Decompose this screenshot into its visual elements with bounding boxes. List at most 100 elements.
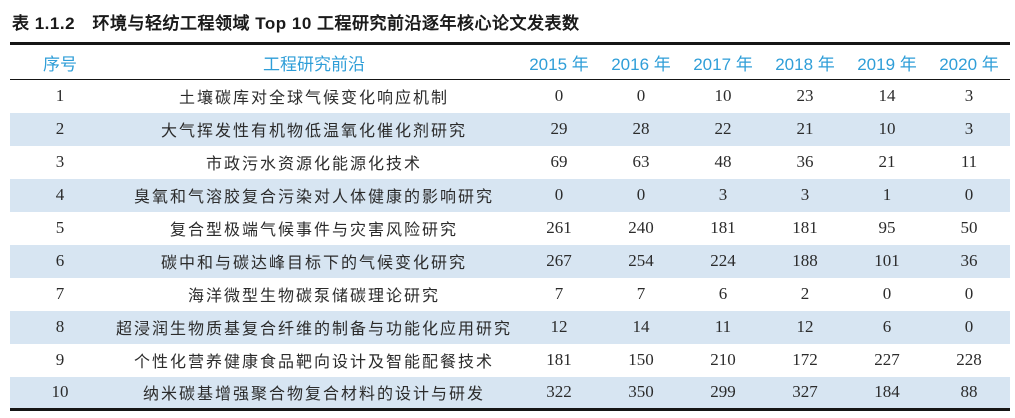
paper-count-cell: 21	[878, 152, 896, 171]
paper-count-cell: 12	[796, 317, 814, 336]
paper-count-cell: 224	[710, 251, 736, 270]
paper-count-cell: 172	[792, 350, 818, 369]
paper-count-cell: 3	[964, 119, 974, 138]
paper-count-cell: 11	[714, 317, 732, 336]
paper-count-cell: 6	[718, 284, 728, 303]
rank-cell: 5	[55, 218, 65, 237]
paper-count-cell: 0	[964, 317, 974, 336]
table-header: 序号 工程研究前沿 2015 年 2016 年 2017 年 2018 年 20…	[10, 43, 1010, 80]
rank-cell: 6	[55, 251, 65, 270]
paper-count-cell: 267	[546, 251, 572, 270]
table-row: 3 市政污水资源化能源化技术 69 63 48 36 21 11	[10, 146, 1010, 179]
rank-cell: 7	[55, 284, 65, 303]
rank-cell: 3	[55, 152, 65, 171]
research-front-cell: 大气挥发性有机物低温氧化催化剂研究	[160, 123, 467, 140]
paper-count-cell: 181	[546, 350, 572, 369]
paper-count-cell: 10	[714, 86, 732, 106]
rank-cell: 10	[51, 382, 69, 402]
paper-count-cell: 29	[550, 119, 568, 138]
paper-count-cell: 0	[964, 185, 974, 204]
table-row: 1 土壤碳库对全球气候变化响应机制 0 0 10 23 14 3	[10, 80, 1010, 113]
header-research-front: 工程研究前沿	[110, 43, 518, 80]
paper-count-cell: 240	[628, 218, 654, 237]
research-front-cell: 臭氧和气溶胶复合污染对人体健康的影响研究	[133, 189, 494, 206]
paper-count-cell: 181	[710, 218, 736, 237]
research-front-cell: 个性化营养健康食品靶向设计及智能配餐技术	[133, 354, 494, 371]
research-front-cell: 复合型极端气候事件与灾害风险研究	[169, 222, 458, 239]
research-fronts-table: 序号 工程研究前沿 2015 年 2016 年 2017 年 2018 年 20…	[10, 42, 1010, 411]
paper-count-cell: 0	[964, 284, 974, 303]
header-year-2018: 2018 年	[764, 43, 846, 80]
paper-count-cell: 322	[546, 382, 572, 402]
paper-count-cell: 2	[800, 284, 810, 303]
paper-count-cell: 3	[964, 86, 974, 106]
header-year-2015: 2015 年	[518, 43, 600, 80]
paper-count-cell: 0	[636, 86, 646, 106]
research-front-cell: 碳中和与碳达峰目标下的气候变化研究	[160, 255, 467, 272]
rank-cell: 9	[55, 350, 65, 369]
paper-count-cell: 3	[800, 185, 810, 204]
paper-count-cell: 228	[956, 350, 982, 369]
paper-count-cell: 88	[960, 382, 978, 402]
table-body: 1 土壤碳库对全球气候变化响应机制 0 0 10 23 14 3 2 大气挥发性有机物低温氧化催化…	[10, 80, 1010, 410]
paper-count-cell: 254	[628, 251, 654, 270]
paper-count-cell: 0	[554, 86, 564, 106]
rank-cell: 4	[55, 185, 65, 204]
table-row: 9 个性化营养健康食品靶向设计及智能配餐技术 181 150 210 172 227 228	[10, 344, 1010, 377]
paper-count-cell: 21	[796, 119, 814, 138]
header-year-2020: 2020 年	[928, 43, 1010, 80]
paper-count-cell: 0	[882, 284, 892, 303]
paper-count-cell: 101	[874, 251, 900, 270]
paper-count-cell: 181	[792, 218, 818, 237]
paper-count-cell: 184	[874, 382, 900, 402]
paper-count-cell: 14	[632, 317, 650, 336]
paper-count-cell: 7	[554, 284, 564, 303]
paper-count-cell: 299	[710, 382, 736, 402]
paper-count-cell: 327	[792, 382, 818, 402]
header-year-2017: 2017 年	[682, 43, 764, 80]
table-row: 5 复合型极端气候事件与灾害风险研究 261 240 181 181 95 50	[10, 212, 1010, 245]
paper-count-cell: 3	[718, 185, 728, 204]
paper-count-cell: 7	[636, 284, 646, 303]
paper-count-cell: 0	[636, 185, 646, 204]
paper-count-cell: 10	[878, 119, 896, 138]
rank-cell: 2	[55, 119, 65, 138]
paper-count-cell: 63	[632, 152, 650, 171]
paper-count-cell: 14	[878, 86, 896, 106]
paper-count-cell: 95	[878, 218, 896, 237]
rank-cell: 8	[55, 317, 65, 336]
paper-count-cell: 36	[960, 251, 978, 270]
research-front-cell: 纳米碳基增强聚合物复合材料的设计与研发	[142, 386, 485, 404]
table-row: 2 大气挥发性有机物低温氧化催化剂研究 29 28 22 21 10 3	[10, 112, 1010, 146]
table-row: 8 超浸润生物质基复合纤维的制备与功能化应用研究 12 14 11 12 6 0	[10, 310, 1010, 344]
paper-count-cell: 12	[550, 317, 568, 336]
table-title: 表 1.1.2 环境与轻纺工程领域 Top 10 工程研究前沿逐年核心论文发表数	[12, 14, 580, 33]
table-row: 10 纳米碳基增强聚合物复合材料的设计与研发 322 350 299 327 184 88	[10, 376, 1010, 410]
paper-count-cell: 22	[714, 119, 732, 138]
header-year-2016: 2016 年	[600, 43, 682, 80]
paper-count-cell: 69	[550, 152, 568, 171]
paper-count-cell: 350	[628, 382, 654, 402]
paper-count-cell: 261	[546, 218, 572, 237]
table-row: 4 臭氧和气溶胶复合污染对人体健康的影响研究 0 0 3 3 1 0	[10, 178, 1010, 212]
paper-count-cell: 48	[714, 152, 732, 171]
header-year-2019: 2019 年	[846, 43, 928, 80]
paper-count-cell: 6	[882, 317, 892, 336]
paper-count-cell: 0	[554, 185, 564, 204]
research-front-cell: 海洋微型生物碳泵储碳理论研究	[187, 288, 440, 305]
rank-cell: 1	[55, 86, 65, 106]
paper-count-cell: 23	[796, 86, 814, 106]
paper-count-cell: 36	[796, 152, 814, 171]
header-rank: 序号	[10, 43, 110, 80]
paper-count-cell: 150	[628, 350, 654, 369]
research-front-cell: 市政污水资源化能源化技术	[205, 156, 422, 173]
research-front-cell: 超浸润生物质基复合纤维的制备与功能化应用研究	[115, 321, 512, 338]
paper-count-cell: 11	[960, 152, 978, 171]
paper-count-cell: 1	[882, 185, 892, 204]
table-row: 7 海洋微型生物碳泵储碳理论研究 7 7 6 2 0 0	[10, 278, 1010, 311]
table-header-row: 序号 工程研究前沿 2015 年 2016 年 2017 年 2018 年 20…	[10, 43, 1010, 80]
paper-count-cell: 227	[874, 350, 900, 369]
paper-count-cell: 210	[710, 350, 736, 369]
table-row: 6 碳中和与碳达峰目标下的气候变化研究 267 254 224 188 101 36	[10, 244, 1010, 278]
